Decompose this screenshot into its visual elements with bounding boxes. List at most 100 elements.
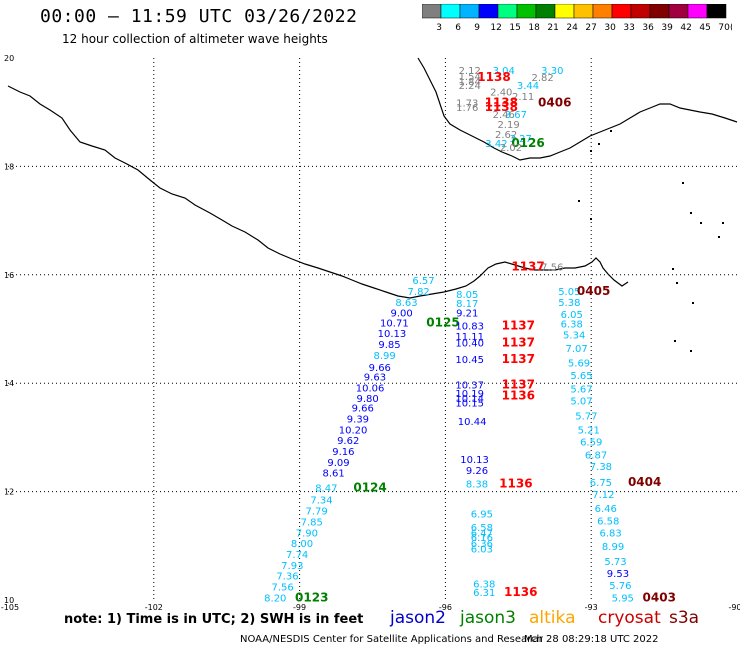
pass-time-label: 1136: [499, 476, 532, 490]
wave-height-value: 11.11: [455, 332, 484, 343]
colorbar-tick-label: 30: [604, 23, 616, 33]
wave-height-value: 9.53: [607, 569, 629, 580]
islet: [700, 222, 702, 224]
wave-height-value: 2.62: [495, 130, 517, 141]
legend-cryosat: cryosat: [598, 608, 661, 628]
wave-height-value: 6.87: [585, 451, 607, 462]
wave-height-value: 5.21: [578, 425, 600, 436]
wave-height-value: 7.12: [592, 490, 614, 501]
colorbar-tick-label: 70: [718, 23, 730, 33]
wave-height-value: 5.34: [563, 330, 585, 341]
pass-time-label: 1137: [502, 377, 535, 391]
colorbar-tick-label: 33: [623, 23, 634, 33]
wave-height-value: 7.07: [565, 344, 587, 355]
wave-height-value: 10.83: [455, 322, 484, 333]
wave-height-value: 9.39: [347, 414, 369, 425]
wave-height-value: 7.74: [286, 550, 308, 561]
wave-height-value: 8.47: [315, 483, 337, 494]
wave-height-value: 6.36: [471, 539, 493, 550]
colorbar-tick-label: 45: [699, 23, 710, 33]
wave-height-value: 10.15: [455, 399, 484, 410]
colorbar-tick-label: 27: [585, 23, 596, 33]
wave-height-value: 5.69: [568, 359, 590, 370]
wave-height-value: 1.54: [459, 72, 481, 83]
wave-height-value: 6.59: [580, 438, 602, 449]
wave-height-value: 10.44: [458, 417, 487, 428]
wave-height-value: 8.17: [456, 299, 478, 310]
islet: [590, 150, 592, 152]
pass-time-label: 0404: [628, 475, 661, 489]
wave-height-value: 5.38: [558, 298, 580, 309]
wave-height-value: 6.38: [561, 320, 583, 331]
colorbar-unit: (ft): [730, 23, 732, 33]
wave-height-value: 10.06: [356, 384, 385, 395]
wave-height-value: 6.75: [590, 478, 612, 489]
lat-tick-label: 10: [4, 596, 14, 605]
map-grid: [8, 58, 737, 600]
lat-tick-label: 12: [4, 488, 14, 497]
wave-height-value: 8.38: [466, 479, 488, 490]
pass-time-label: 1136: [504, 585, 537, 599]
timestamp-text: Mar 28 08:29:18 UTC 2022: [524, 634, 659, 645]
wave-height-value: 9.00: [391, 309, 413, 320]
pass-time-label: 1138: [485, 100, 518, 114]
legend-jason2: jason2: [390, 608, 446, 628]
wave-height-value: 10.40: [455, 339, 484, 350]
wave-height-value: 7.34: [310, 496, 332, 507]
wave-height-value: 9.63: [364, 373, 386, 384]
map-title: 00:00 – 11:59 UTC 03/26/2022: [40, 6, 358, 27]
wave-height-value: 7.85: [301, 517, 323, 528]
coastline-gulf: [417, 57, 738, 161]
pass-time-label: 0126: [511, 136, 544, 150]
wave-height-value: 6.03: [471, 545, 493, 556]
colorbar-tick-label: 18: [528, 23, 540, 33]
wave-height-value: 1.84: [459, 77, 481, 88]
wave-height-value: 7.90: [296, 528, 318, 539]
pass-time-label: 1136: [502, 389, 535, 403]
wave-height-value: 2.82: [531, 73, 553, 84]
wave-height-value: 5.95: [612, 593, 634, 604]
lon-tick-label: -105: [1, 603, 19, 612]
wave-height-value: 8.99: [374, 351, 396, 362]
wave-height-value: 8.00: [291, 539, 313, 550]
wave-height-value: 6.47: [471, 528, 493, 539]
colorbar-tick-label: 3: [436, 23, 442, 33]
wave-height-value: 10.19: [455, 389, 484, 400]
pass-time-label: 0405: [577, 284, 610, 298]
islet: [690, 212, 692, 214]
lat-tick-label: 16: [4, 271, 14, 280]
lon-tick-label: -99: [293, 603, 306, 612]
pass-time-label: 1137: [511, 260, 544, 274]
legend-s3a: s3a: [669, 608, 700, 628]
wave-height-value: 3.04: [493, 66, 515, 77]
wave-height-value: 8.99: [602, 542, 624, 553]
wave-height-value: 10.13: [378, 329, 407, 340]
wave-height-value: 6.83: [600, 528, 622, 539]
wave-height-value: 3.44: [517, 81, 539, 92]
islet: [676, 282, 678, 284]
wave-height-value: 7.79: [305, 507, 327, 518]
wave-height-value: 8.20: [264, 593, 286, 604]
colorbar-tick-label: 39: [661, 23, 673, 33]
pass-time-label: 1138: [477, 70, 510, 84]
wave-height-value: 3.42: [485, 139, 507, 150]
wave-height-value: 2.19: [497, 120, 519, 131]
wave-height-value: 1.73: [456, 98, 478, 109]
wave-height-value: 7.82: [408, 287, 430, 298]
coastline-pacific: [7, 85, 629, 299]
islet: [722, 222, 724, 224]
pass-time-label: 0125: [426, 315, 459, 329]
wave-height-value: 7.36: [276, 572, 298, 583]
wave-height-value: 10.20: [339, 425, 368, 436]
credit-text: NOAA/NESDIS Center for Satellite Applica…: [240, 634, 543, 645]
pass-time-label: 1137: [502, 336, 535, 350]
axis-tick-labels: -105 -102 -99 -96 -93 -90 20 18 16 14 12 10: [1, 54, 740, 612]
pass-time-label: 0403: [643, 590, 676, 604]
footnote: note: 1) Time is in UTC; 2) SWH is in fe…: [64, 612, 364, 627]
wave-height-value: 9.09: [327, 458, 349, 469]
lon-tick-label: -102: [145, 603, 163, 612]
wave-height-value: 8.61: [322, 469, 344, 480]
wave-height-value: 7.38: [590, 462, 612, 473]
